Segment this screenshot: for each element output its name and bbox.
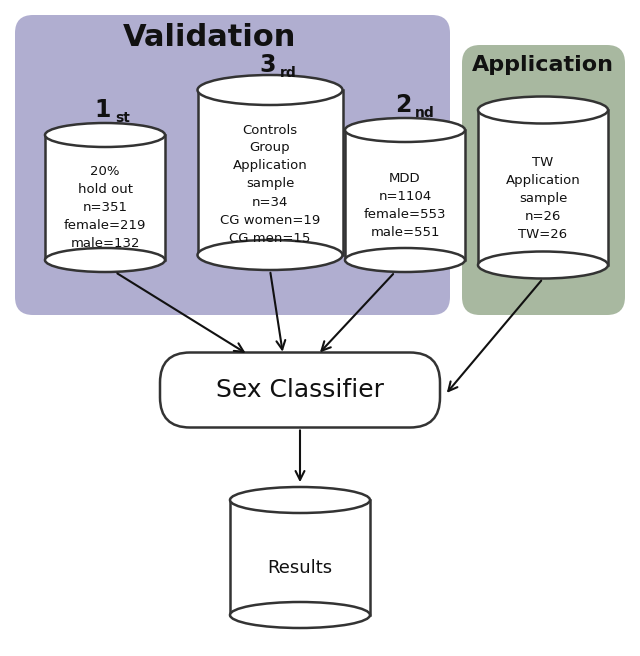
FancyBboxPatch shape	[15, 15, 450, 315]
Ellipse shape	[345, 248, 465, 272]
FancyBboxPatch shape	[160, 352, 440, 428]
Ellipse shape	[230, 487, 370, 513]
Ellipse shape	[198, 240, 342, 270]
Ellipse shape	[345, 118, 465, 142]
Text: 3: 3	[260, 53, 276, 77]
Text: 20%
hold out
n=351
female=219
male=132: 20% hold out n=351 female=219 male=132	[64, 165, 146, 250]
Ellipse shape	[45, 123, 165, 147]
Text: 1: 1	[95, 98, 111, 122]
Text: Application: Application	[472, 55, 614, 75]
Ellipse shape	[230, 602, 370, 628]
Polygon shape	[230, 500, 370, 615]
FancyBboxPatch shape	[462, 45, 625, 315]
Polygon shape	[45, 135, 165, 260]
Text: st: st	[115, 111, 130, 125]
Text: 2: 2	[395, 93, 411, 117]
Text: TW
Application
sample
n=26
TW=26: TW Application sample n=26 TW=26	[506, 155, 580, 241]
Polygon shape	[198, 90, 342, 255]
Ellipse shape	[45, 248, 165, 272]
Ellipse shape	[198, 75, 342, 105]
Ellipse shape	[478, 96, 608, 123]
Polygon shape	[345, 130, 465, 260]
Polygon shape	[478, 110, 608, 265]
Text: nd: nd	[415, 106, 435, 120]
Text: Controls
Group
Application
sample
n=34
CG women=19
CG men=15: Controls Group Application sample n=34 C…	[220, 123, 320, 245]
Ellipse shape	[478, 251, 608, 279]
Text: Sex Classifier: Sex Classifier	[216, 378, 384, 402]
Text: Results: Results	[268, 559, 333, 577]
Text: MDD
n=1104
female=553
male=551: MDD n=1104 female=553 male=551	[364, 171, 446, 239]
Text: Validation: Validation	[124, 24, 297, 52]
Text: rd: rd	[280, 66, 297, 80]
